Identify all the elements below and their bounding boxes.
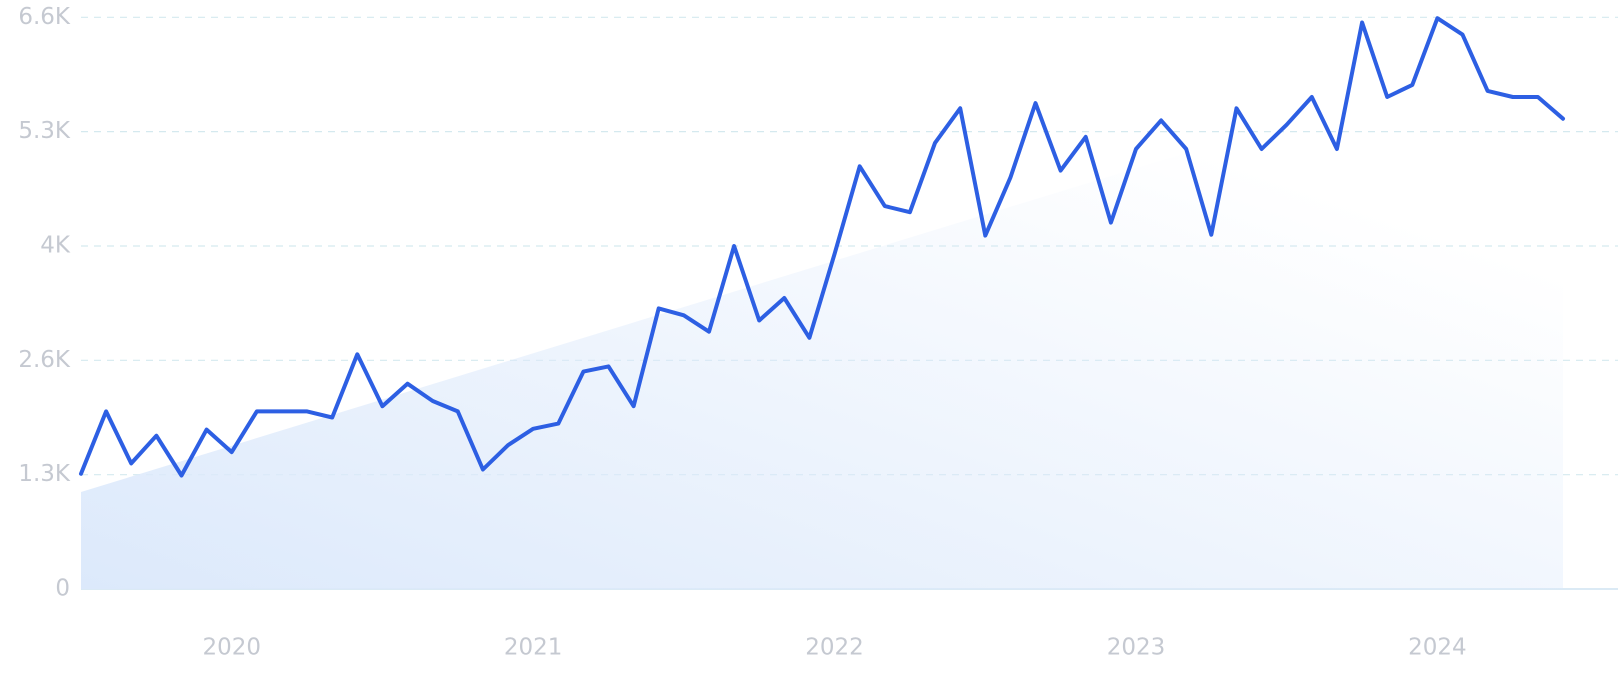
x-tick-label: 2022 (805, 635, 864, 661)
x-tick-label: 2021 (504, 635, 563, 661)
y-tick-label: 6.6K (18, 4, 71, 30)
y-tick-label: 0 (55, 576, 70, 602)
line (79, 16, 1565, 478)
x-tick-label: 2024 (1408, 635, 1467, 661)
y-tick-label: 5.3K (18, 118, 71, 144)
y-tick-label: 2.6K (18, 347, 71, 373)
y-tick-label: 4K (40, 232, 71, 258)
x-tick-label: 2020 (202, 635, 261, 661)
x-tick-label: 2023 (1107, 635, 1166, 661)
y-tick-label: 1.3K (18, 461, 71, 487)
